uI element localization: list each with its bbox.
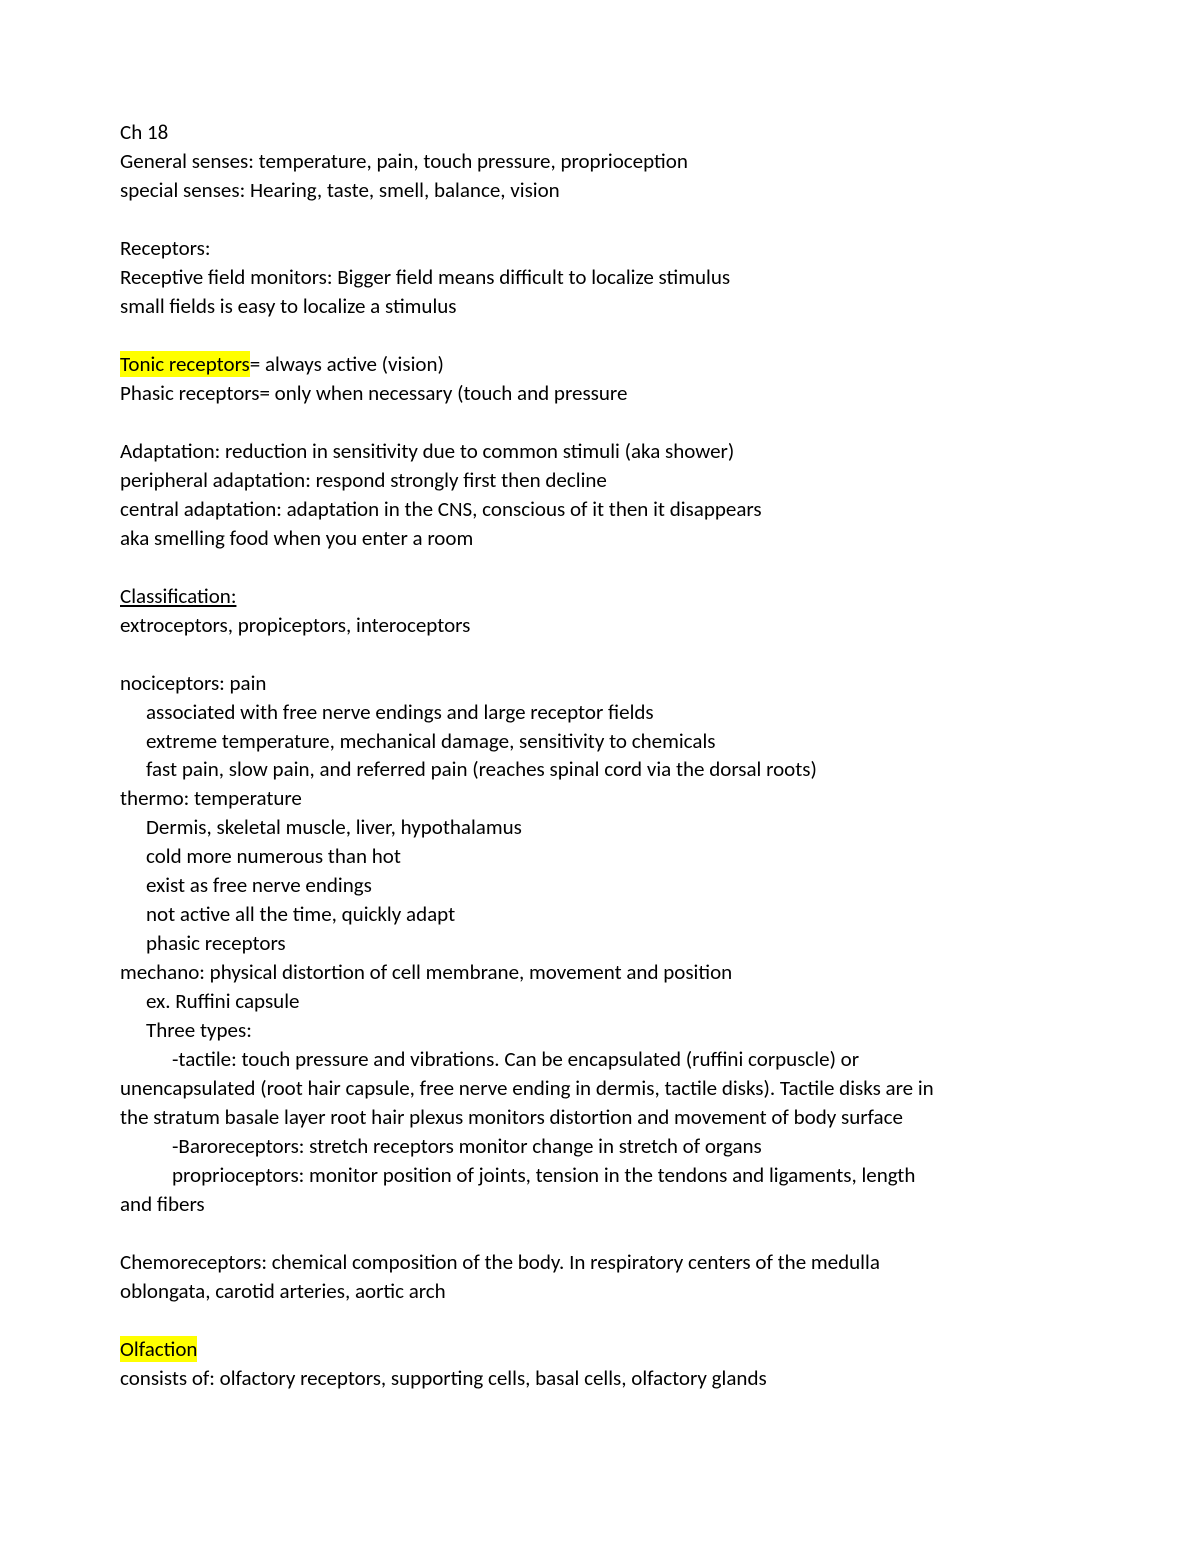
text-line: -Baroreceptors: stretch receptors monito…	[120, 1132, 1080, 1161]
text-line: Phasic receptors= only when necessary (t…	[120, 379, 1080, 408]
blank-line	[120, 640, 1080, 669]
text-line: Ch 18	[120, 118, 1080, 147]
text-line: cold more numerous than hot	[120, 842, 1080, 871]
text-line: fast pain, slow pain, and referred pain …	[120, 755, 1080, 784]
text-line: Adaptation: reduction in sensitivity due…	[120, 437, 1080, 466]
text-line: General senses: temperature, pain, touch…	[120, 147, 1080, 176]
text-line: thermo: temperature	[120, 784, 1080, 813]
blank-line	[120, 408, 1080, 437]
text-line: not active all the time, quickly adapt	[120, 900, 1080, 929]
text-line: special senses: Hearing, taste, smell, b…	[120, 176, 1080, 205]
text-line: extroceptors, propiceptors, interoceptor…	[120, 611, 1080, 640]
text-line: consists of: olfactory receptors, suppor…	[120, 1364, 1080, 1393]
document-page: Ch 18 General senses: temperature, pain,…	[0, 0, 1200, 1553]
text-line: peripheral adaptation: respond strongly …	[120, 466, 1080, 495]
underlined-heading: Classification:	[120, 583, 236, 609]
blank-line	[120, 1306, 1080, 1335]
text-line: phasic receptors	[120, 929, 1080, 958]
text-line: mechano: physical distortion of cell mem…	[120, 958, 1080, 987]
text-line: Receptive field monitors: Bigger field m…	[120, 263, 1080, 292]
blank-line	[120, 205, 1080, 234]
text-line: Dermis, skeletal muscle, liver, hypothal…	[120, 813, 1080, 842]
text-line: central adaptation: adaptation in the CN…	[120, 495, 1080, 524]
blank-line	[120, 1219, 1080, 1248]
text-line: -tactile: touch pressure and vibrations.…	[120, 1045, 1080, 1074]
heading-olfaction: Olfaction	[120, 1335, 1080, 1364]
text-line: and fibers	[120, 1190, 1080, 1219]
text-line: small fields is easy to localize a stimu…	[120, 292, 1080, 321]
text-line: exist as free nerve endings	[120, 871, 1080, 900]
text-line: proprioceptors: monitor position of join…	[120, 1161, 1080, 1190]
text-line: Chemoreceptors: chemical composition of …	[120, 1248, 1080, 1277]
highlighted-term-olfaction: Olfaction	[120, 1336, 197, 1362]
text-line: aka smelling food when you enter a room	[120, 524, 1080, 553]
blank-line	[120, 553, 1080, 582]
text-line: Three types:	[120, 1016, 1080, 1045]
text-line: oblongata, carotid arteries, aortic arch	[120, 1277, 1080, 1306]
heading-classification: Classification:	[120, 582, 1080, 611]
highlighted-term-tonic-receptors: Tonic receptors	[120, 351, 250, 377]
text-line: Receptors:	[120, 234, 1080, 263]
text-line: nociceptors: pain	[120, 669, 1080, 698]
text-line: extreme temperature, mechanical damage, …	[120, 727, 1080, 756]
text-line: ex. Ruffini capsule	[120, 987, 1080, 1016]
text-line: associated with free nerve endings and l…	[120, 698, 1080, 727]
blank-line	[120, 321, 1080, 350]
text-line: the stratum basale layer root hair plexu…	[120, 1103, 1080, 1132]
text-line: Tonic receptors= always active (vision)	[120, 350, 1080, 379]
text-line: unencapsulated (root hair capsule, free …	[120, 1074, 1080, 1103]
text-segment: = always active (vision)	[250, 351, 444, 377]
